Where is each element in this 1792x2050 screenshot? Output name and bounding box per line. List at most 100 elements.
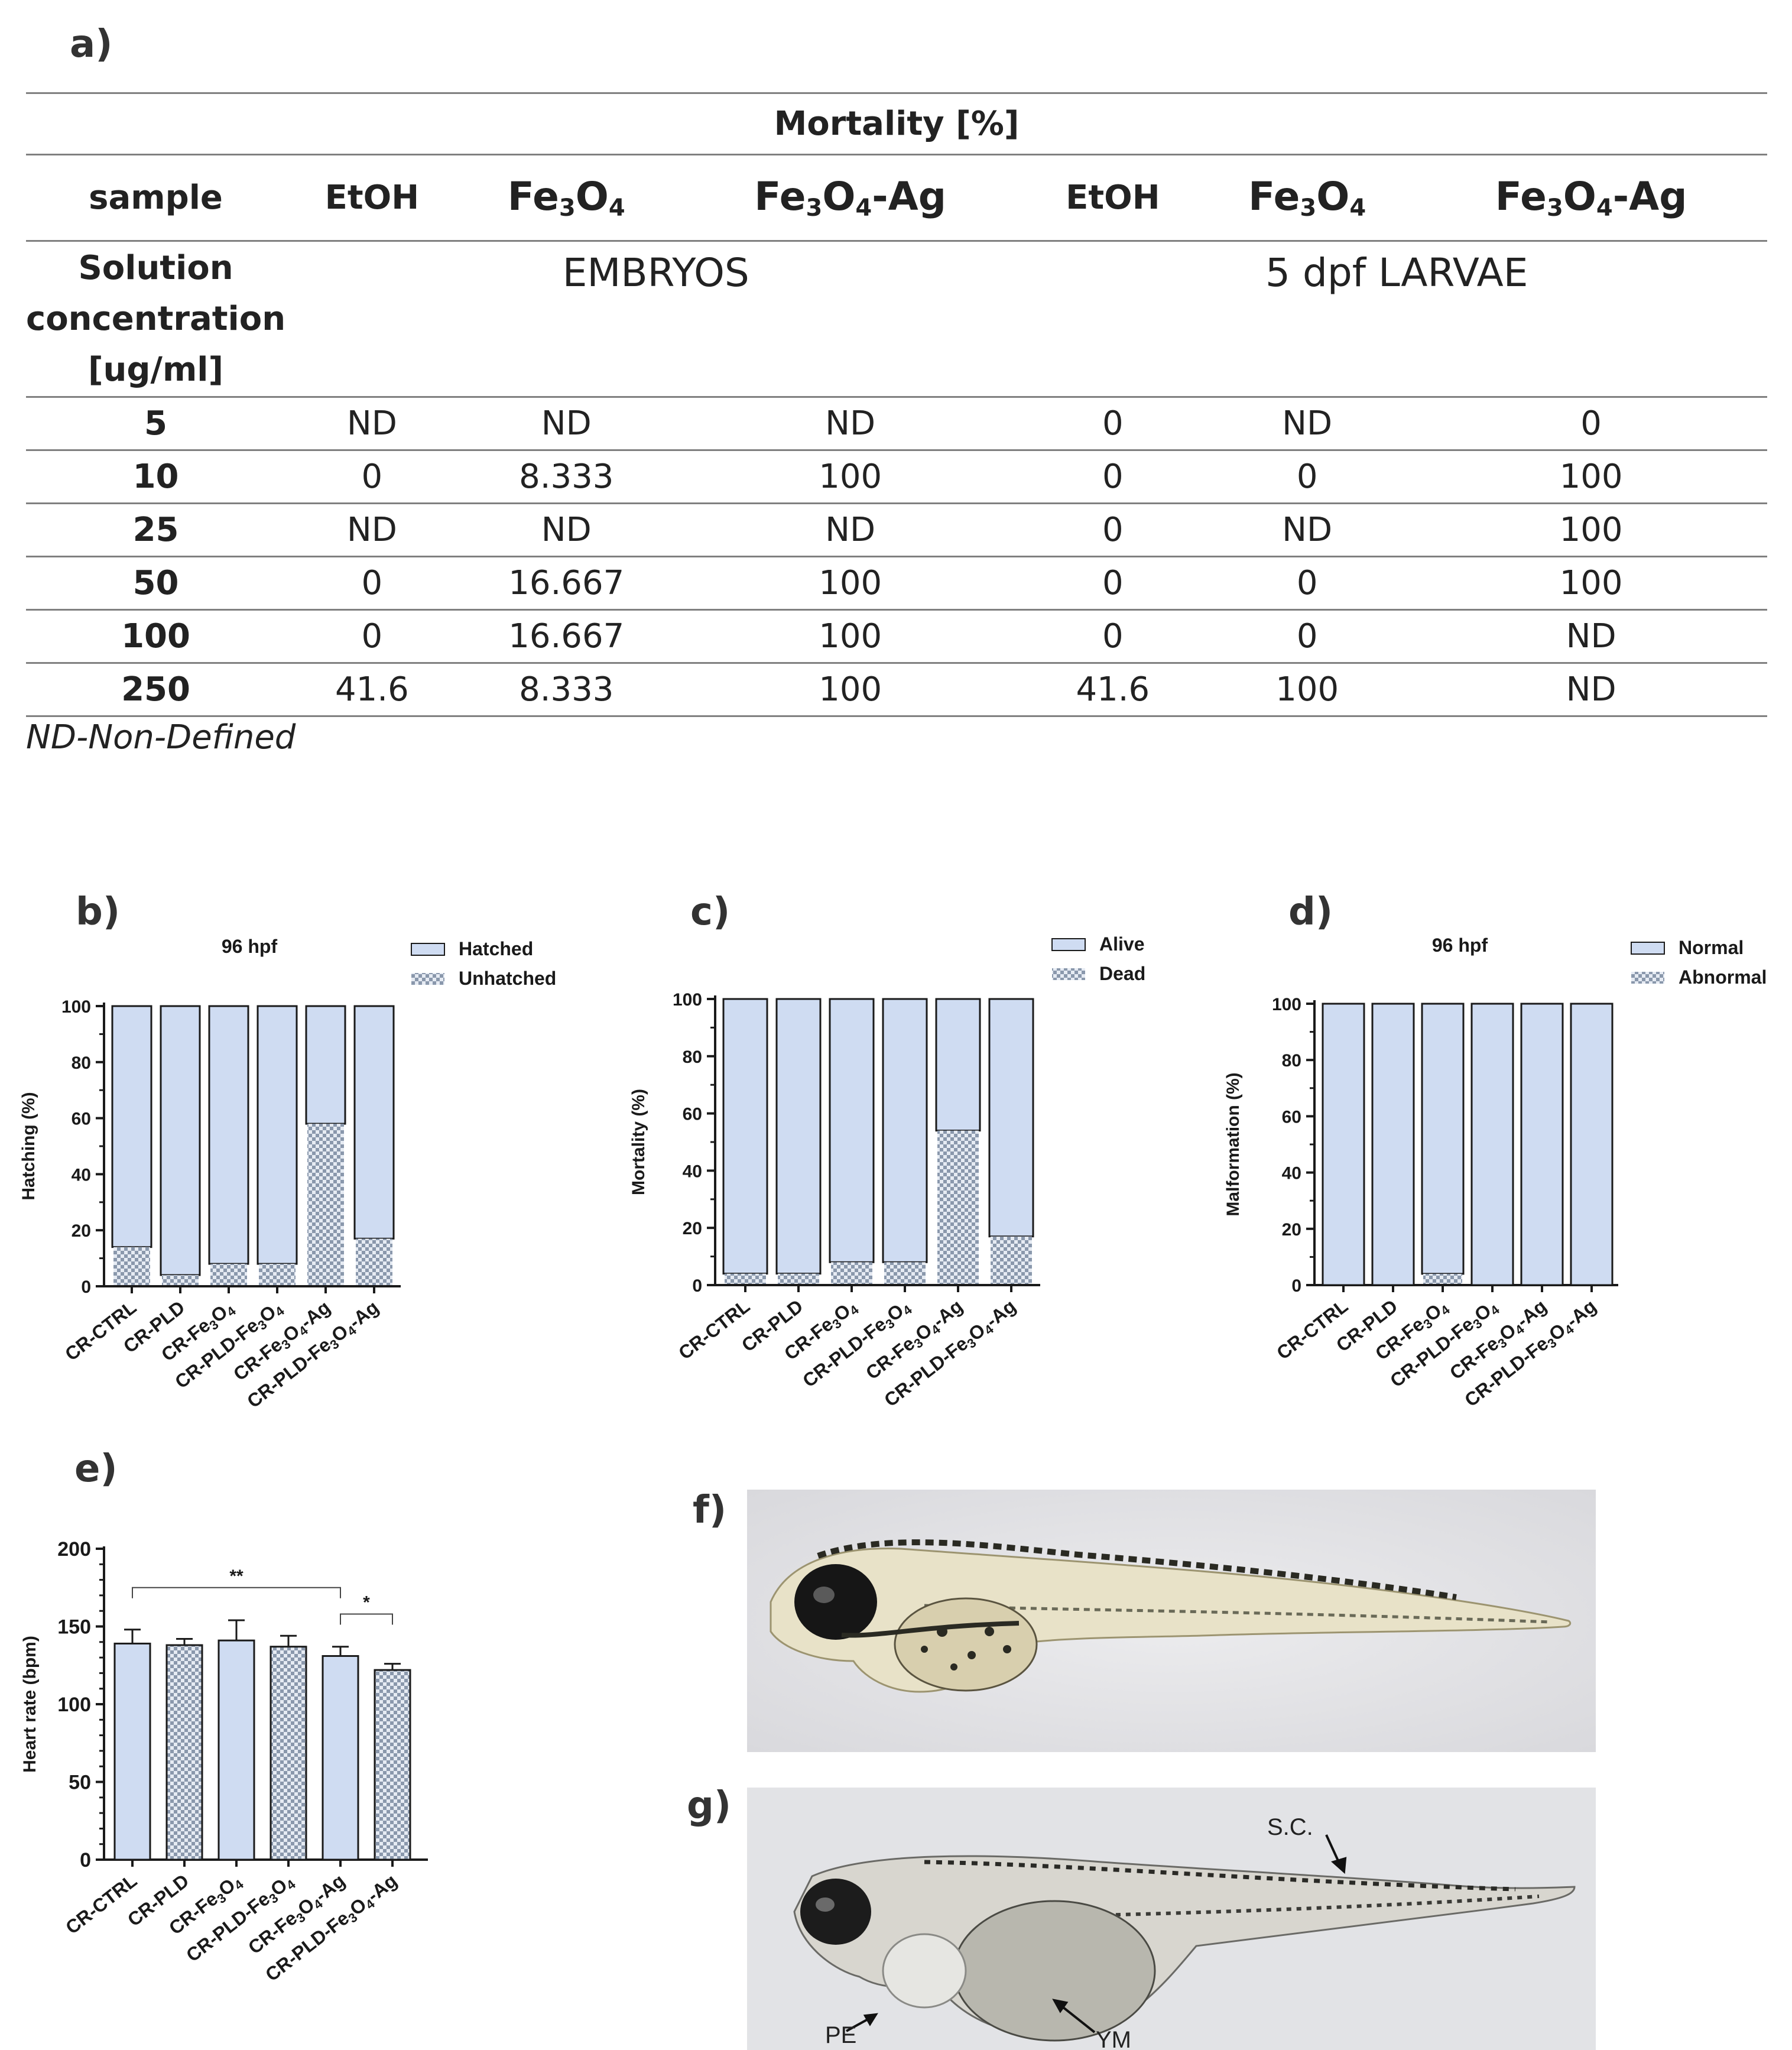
concentration-cell: 100 xyxy=(26,609,286,663)
bar-hatched xyxy=(111,1005,152,1248)
table-cell: 0 xyxy=(1026,609,1200,663)
bar-alive xyxy=(988,998,1034,1238)
table-row: 50 0 16.667 100 0 0 100 xyxy=(26,556,1767,610)
table-cell: 100 xyxy=(1415,502,1767,557)
bar-dead xyxy=(937,1130,979,1284)
legend-label: Alive xyxy=(1099,933,1144,955)
bar-alive xyxy=(882,998,928,1263)
y-tick-label: 60 xyxy=(72,1110,91,1129)
bar-alive xyxy=(775,998,822,1275)
legend-label: Hatched xyxy=(459,938,533,959)
bar-normal xyxy=(1421,1003,1465,1275)
y-tick-label: 60 xyxy=(683,1105,702,1124)
table-cell: 16.667 xyxy=(458,556,674,610)
concentration-cell: 5 xyxy=(26,396,286,450)
significance-label: * xyxy=(363,1592,370,1612)
col-header: Fe3O4 xyxy=(1199,154,1416,241)
table-cell: 100 xyxy=(1415,449,1767,504)
bar-dead xyxy=(725,1273,766,1284)
table-cell: ND xyxy=(1199,396,1416,450)
bar-unhatched xyxy=(162,1275,199,1285)
y-tick-label: 40 xyxy=(72,1165,91,1185)
pe-arrow xyxy=(846,2017,871,2032)
table-cell: 0 xyxy=(1026,396,1200,450)
panel-label-b: b) xyxy=(76,890,121,934)
table-cell: 100 xyxy=(674,609,1027,663)
bar-normal xyxy=(1520,1003,1564,1286)
y-tick-label: 40 xyxy=(1282,1164,1301,1183)
bar xyxy=(113,1642,151,1861)
panel-label-d: d) xyxy=(1288,890,1333,934)
group-larvae: 5 dpf LARVAE xyxy=(1026,240,1767,397)
panel-label-g: g) xyxy=(687,1784,732,1828)
table-cell: ND xyxy=(674,502,1027,557)
legend-label: Abnormal xyxy=(1679,966,1767,988)
table-row: 250 41.6 8.333 100 41.6 100 ND xyxy=(26,662,1767,717)
table-cell: 100 xyxy=(674,662,1027,717)
table-cell: ND xyxy=(285,396,459,450)
col-header: Fe3O4-Ag xyxy=(674,154,1027,241)
col-header: EtOH xyxy=(285,154,459,241)
col-header: EtOH xyxy=(1026,154,1200,241)
table-row: 5 ND ND ND 0 ND 0 xyxy=(26,396,1767,450)
table-cell: 8.333 xyxy=(458,449,674,504)
panel-label-a: a) xyxy=(70,22,113,66)
label-sc: S.C. xyxy=(1267,1814,1313,1840)
table-cell: 0 xyxy=(1199,449,1416,504)
chart-title: 96 hpf xyxy=(222,936,278,957)
table-row: 100 0 16.667 100 0 0 ND xyxy=(26,609,1767,663)
panel-label-e: e) xyxy=(74,1447,118,1491)
table-cell: 0 xyxy=(1026,556,1200,610)
x-tick-label: CR-CTRL xyxy=(61,1296,140,1365)
table-row: 10 0 8.333 100 0 0 100 xyxy=(26,449,1767,504)
bar-dead xyxy=(884,1262,926,1284)
y-tick-label: 20 xyxy=(1282,1220,1301,1240)
y-tick-label: 0 xyxy=(1291,1276,1301,1296)
concentration-cell: 10 xyxy=(26,449,286,504)
table-cell: 0 xyxy=(285,449,459,504)
bar-hatched xyxy=(257,1005,298,1265)
label-pe: PE xyxy=(825,2022,856,2048)
table-title: Mortality [%] xyxy=(26,92,1767,155)
significance-bracket xyxy=(340,1613,393,1625)
table-cell: 0 xyxy=(1199,609,1416,663)
bar-normal xyxy=(1570,1003,1614,1286)
concentration-cell: 50 xyxy=(26,556,286,610)
bar xyxy=(322,1655,359,1861)
table-cell: 0 xyxy=(1026,502,1200,557)
table-cell: ND xyxy=(1415,609,1767,663)
y-tick-label: 200 xyxy=(57,1538,91,1561)
concentration-cell: 250 xyxy=(26,662,286,717)
table-cell: 100 xyxy=(674,449,1027,504)
col-header: Fe3O4-Ag xyxy=(1415,154,1767,241)
bar-unhatched xyxy=(307,1124,344,1285)
larva-photo-treated: S.C. PE YM xyxy=(747,1788,1596,2050)
bar-unhatched xyxy=(356,1238,392,1285)
y-axis-label: Malformation (%) xyxy=(1223,1072,1243,1216)
legend-swatch-normal xyxy=(1631,942,1665,955)
bar-dead xyxy=(831,1262,872,1284)
y-tick-label: 20 xyxy=(683,1219,702,1238)
table-cell: 8.333 xyxy=(458,662,674,717)
table-cell: ND xyxy=(285,502,459,557)
table-cell: ND xyxy=(1199,502,1416,557)
group-embryos: EMBRYOS xyxy=(285,240,1027,397)
y-axis-label: Hatching (%) xyxy=(19,1092,38,1200)
table-cell: 0 xyxy=(1026,449,1200,504)
legend-swatch-dead xyxy=(1052,968,1085,980)
chart-title: 96 hpf xyxy=(1432,935,1488,956)
bar-alive xyxy=(722,998,768,1275)
y-tick-label: 100 xyxy=(57,1694,91,1716)
y-tick-label: 20 xyxy=(72,1221,91,1241)
mortality-table: Mortality [%] sample EtOH Fe3O4 Fe3O4-Ag… xyxy=(26,92,1767,717)
table-cell: 0 xyxy=(1199,556,1416,610)
x-tick-label: CR-CTRL xyxy=(61,1870,141,1938)
legend-label: Dead xyxy=(1099,963,1145,984)
table-cell: 0 xyxy=(285,609,459,663)
y-tick-label: 0 xyxy=(692,1276,702,1296)
table-cell: ND xyxy=(1415,662,1767,717)
ym-arrow xyxy=(1059,2004,1096,2033)
